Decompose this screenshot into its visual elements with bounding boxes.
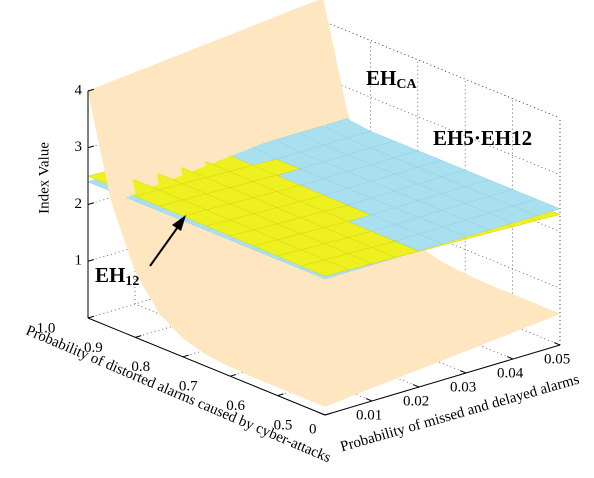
y-tick xyxy=(230,373,237,377)
z-tick xyxy=(87,259,95,262)
x-tick-label: 0.02 xyxy=(403,393,429,409)
y-tick-label: 0.8 xyxy=(131,359,150,375)
x-tick xyxy=(365,398,373,402)
x-tick-label: 0.03 xyxy=(450,379,476,395)
x-tick-label: 0.01 xyxy=(356,407,382,423)
y-tick-label: 0.5 xyxy=(274,417,293,433)
box-edge xyxy=(322,20,561,119)
x-tick xyxy=(318,412,326,416)
y-tick xyxy=(135,335,142,338)
z-tick xyxy=(87,202,95,205)
z-tick xyxy=(87,88,95,92)
surface-label: EH12 xyxy=(95,263,139,289)
surface-label-sub: 12 xyxy=(125,274,139,289)
surface-label-main: EH xyxy=(95,263,125,287)
arrow-head xyxy=(172,215,186,231)
y-tick xyxy=(324,412,332,416)
annotation-arrow xyxy=(149,223,181,267)
axis-layer: 0 0.01 0.02 0.03 0.04 0.05 0.5 0.6 0.7 0.8 0.9 1.0 1… xyxy=(37,82,571,437)
x-tick xyxy=(553,342,561,346)
x-tick-label: 0 xyxy=(309,421,317,437)
z-tick-label: 1 xyxy=(75,253,83,269)
z-axis-title: Index Value xyxy=(36,142,52,214)
x-tick xyxy=(506,356,514,360)
x-tick xyxy=(459,370,467,374)
x-tick-label: 0.04 xyxy=(497,365,524,381)
surface-patch xyxy=(300,387,350,407)
y-tick xyxy=(277,393,284,397)
y-tick-label: 1.0 xyxy=(37,320,56,336)
z-tick-label: 3 xyxy=(75,139,83,155)
z-tick-label: 2 xyxy=(75,196,83,212)
z-tick-label: 4 xyxy=(75,82,83,98)
x-axis-line xyxy=(324,344,561,416)
y-tick-label: 0.7 xyxy=(179,379,198,395)
y-axis-line xyxy=(87,317,326,416)
y-tick xyxy=(87,315,95,319)
y-tick xyxy=(182,354,189,358)
surface-patch xyxy=(87,81,136,204)
x-tick-label: 0.05 xyxy=(544,351,570,367)
grid-line xyxy=(322,77,561,176)
z-tick xyxy=(87,145,95,149)
surface-label-sub: CA xyxy=(396,77,417,92)
surface-label: EH5·EH12 xyxy=(433,126,532,150)
surface-patch xyxy=(300,259,350,277)
y-tick-label: 0.6 xyxy=(226,398,245,414)
y-tick-label: 0.9 xyxy=(84,340,103,356)
x-tick xyxy=(412,384,420,388)
surface-layer xyxy=(87,0,561,407)
surface-label: EHCA xyxy=(366,66,417,92)
surface-label-main: EH xyxy=(366,66,396,90)
